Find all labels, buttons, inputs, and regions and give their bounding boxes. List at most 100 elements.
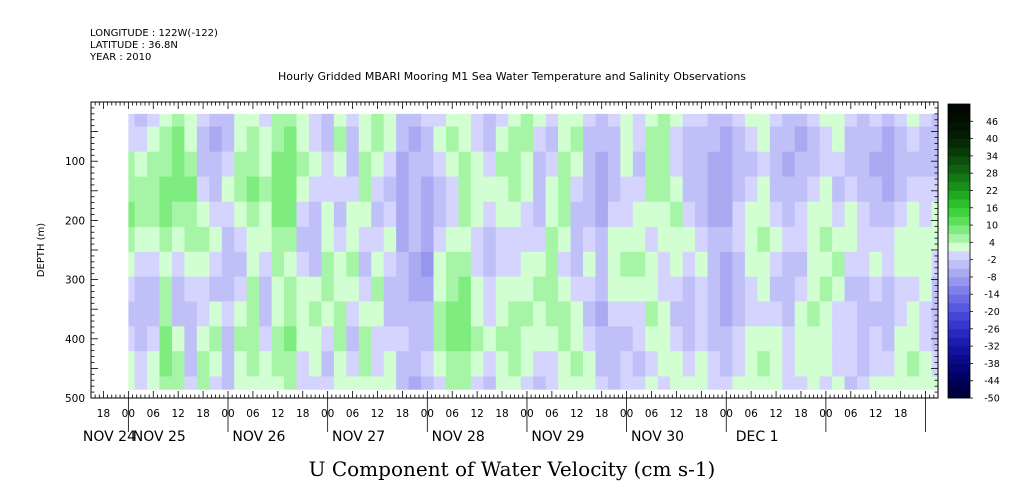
- heatmap-cell: [894, 251, 908, 278]
- heatmap-cell: [271, 176, 285, 203]
- heatmap-cell: [383, 251, 397, 278]
- colorbar-swatch: [948, 337, 970, 347]
- heatmap-cell: [371, 351, 385, 377]
- heatmap-cell: [396, 376, 410, 390]
- heatmap-cell: [483, 376, 497, 390]
- heatmap-cell: [869, 201, 883, 228]
- heatmap-cell: [869, 376, 883, 390]
- colorbar-label: 28: [986, 169, 998, 180]
- heatmap-cell: [458, 126, 472, 153]
- heatmap-cell: [782, 226, 796, 253]
- heatmap-cell: [894, 351, 908, 377]
- heatmap-cell: [458, 226, 472, 253]
- heatmap-cell: [545, 326, 559, 352]
- heatmap-cell: [421, 376, 435, 390]
- heatmap-cell: [358, 113, 372, 128]
- heatmap-cell: [321, 226, 335, 253]
- heatmap-cell: [695, 301, 709, 327]
- heatmap-cell: [707, 301, 721, 327]
- heatmap-cell: [645, 301, 659, 327]
- heatmap-cell: [495, 226, 509, 253]
- colorbar-label: 4: [989, 238, 995, 249]
- heatmap-cell: [358, 251, 372, 278]
- x-hour-label: 00: [819, 408, 832, 420]
- heatmap-cell: [284, 301, 298, 327]
- heatmap-cell: [184, 201, 198, 228]
- heatmap-cell: [894, 113, 908, 128]
- heatmap-cell: [433, 113, 447, 128]
- heatmap-cell: [670, 201, 684, 228]
- heatmap-cell: [209, 226, 223, 253]
- heatmap-cell: [769, 151, 783, 178]
- heatmap-cell: [209, 326, 223, 352]
- heatmap-cell: [246, 301, 260, 327]
- heatmap-cell: [495, 326, 509, 352]
- velocity-cells: [128, 113, 939, 390]
- heatmap-cell: [732, 326, 746, 352]
- heatmap-cell: [421, 251, 435, 278]
- y-tick-label: 300: [65, 275, 85, 287]
- heatmap-cell: [421, 176, 435, 203]
- heatmap-cell: [221, 151, 235, 178]
- heatmap-cell: [906, 151, 920, 178]
- heatmap-cell: [470, 126, 484, 153]
- x-hour-label: 12: [670, 408, 683, 420]
- heatmap-cell: [695, 151, 709, 178]
- heatmap-cell: [931, 176, 939, 203]
- heatmap-cell: [470, 201, 484, 228]
- heatmap-cell: [284, 176, 298, 203]
- x-hour-label: 06: [645, 408, 659, 420]
- heatmap-cell: [470, 226, 484, 253]
- heatmap-cell: [906, 326, 920, 352]
- heatmap-cell: [645, 276, 659, 303]
- heatmap-cell: [495, 251, 509, 278]
- heatmap-cell: [134, 226, 148, 253]
- heatmap-cell: [769, 201, 783, 228]
- heatmap-cell: [246, 376, 260, 390]
- heatmap-cell: [906, 376, 920, 390]
- heatmap-cell: [695, 251, 709, 278]
- heatmap-cell: [284, 151, 298, 178]
- heatmap-cell: [645, 226, 659, 253]
- heatmap-cell: [371, 176, 385, 203]
- heatmap-cell: [128, 251, 136, 278]
- heatmap-cell: [670, 301, 684, 327]
- heatmap-cell: [470, 251, 484, 278]
- heatmap-cell: [333, 176, 347, 203]
- heatmap-cell: [408, 276, 422, 303]
- heatmap-cell: [881, 126, 896, 153]
- heatmap-cell: [857, 276, 871, 303]
- heatmap-cell: [371, 251, 385, 278]
- chart-title: Hourly Gridded MBARI Mooring M1 Sea Wate…: [278, 70, 746, 83]
- heatmap-cell: [321, 201, 335, 228]
- heatmap-cell: [757, 326, 771, 352]
- heatmap-cell: [620, 201, 634, 228]
- heatmap-cell: [757, 176, 771, 203]
- heatmap-cell: [583, 276, 597, 303]
- heatmap-cell: [769, 226, 783, 253]
- heatmap-cell: [308, 126, 323, 153]
- heatmap-cell: [184, 376, 198, 390]
- heatmap-cell: [159, 376, 173, 390]
- heatmap-cell: [508, 201, 522, 228]
- heatmap-cell: [931, 113, 939, 128]
- heatmap-cell: [657, 326, 671, 352]
- colorbar-swatch: [948, 259, 970, 269]
- heatmap-cell: [645, 326, 659, 352]
- heatmap-cell: [620, 276, 634, 303]
- x-hour-label: 18: [794, 408, 807, 420]
- heatmap-cell: [533, 351, 547, 377]
- heatmap-cell: [881, 276, 896, 303]
- heatmap-cell: [421, 126, 435, 153]
- heatmap-cell: [171, 301, 186, 327]
- heatmap-cell: [682, 351, 696, 377]
- heatmap-cell: [558, 376, 572, 390]
- colorbar-label: 10: [986, 221, 998, 232]
- heatmap-cell: [695, 326, 709, 352]
- colorbar-label: 40: [986, 134, 998, 145]
- colorbar-label: -50: [984, 394, 1000, 405]
- heatmap-cell: [209, 201, 223, 228]
- x-hour-label: 18: [97, 408, 110, 420]
- x-axis-ticks: 18 00 06 12 18 00 06 12 18 00 06 12 18 00 06 12 18 00 06 12…: [90, 102, 939, 432]
